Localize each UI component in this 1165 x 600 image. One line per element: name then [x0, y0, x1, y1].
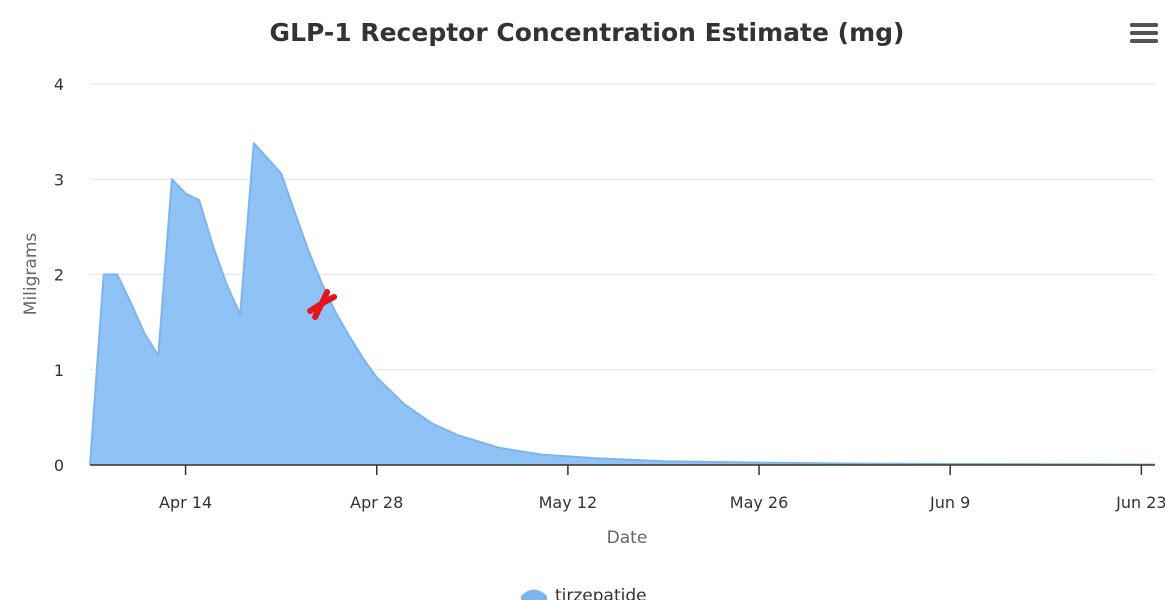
x-tick-label: Apr 28	[350, 493, 403, 512]
annotation-layer	[307, 288, 338, 320]
legend-symbol	[521, 589, 547, 600]
x-axis-labels: Apr 14 Apr 28 May 12 May 26 Jun 9 Jun 23	[159, 465, 1165, 512]
y-tick-label: 1	[54, 361, 64, 380]
y-tick-label: 4	[54, 75, 64, 94]
x-tick-label: May 26	[730, 493, 789, 512]
legend-label-tirzepatide[interactable]: tirzepatide	[555, 586, 647, 600]
y-tick-label: 3	[54, 170, 64, 189]
x-tick-label: Jun 23	[1115, 493, 1165, 512]
menu-button[interactable]	[1120, 14, 1160, 50]
x-tick-label: Apr 14	[159, 493, 212, 512]
series-area-fill-tirzepatide	[90, 143, 1155, 465]
hamburger-menu-icon	[1130, 23, 1158, 43]
x-tick-label: Jun 9	[929, 493, 970, 512]
scribble-marker	[307, 288, 338, 320]
series-area	[89, 142, 1156, 466]
x-axis-title: Date	[607, 528, 648, 548]
y-axis-title: Miligrams	[21, 233, 41, 316]
y-tick-label: 2	[54, 266, 64, 285]
legend[interactable]: tirzepatide	[521, 586, 647, 600]
series-line-tirzepatide	[89, 142, 1156, 466]
x-tick-label: May 12	[539, 493, 598, 512]
y-tick-label: 0	[54, 456, 64, 475]
chart-title: GLP-1 Receptor Concentration Estimate (m…	[270, 18, 905, 47]
y-axis: 0 1 2 3 4	[54, 75, 64, 475]
